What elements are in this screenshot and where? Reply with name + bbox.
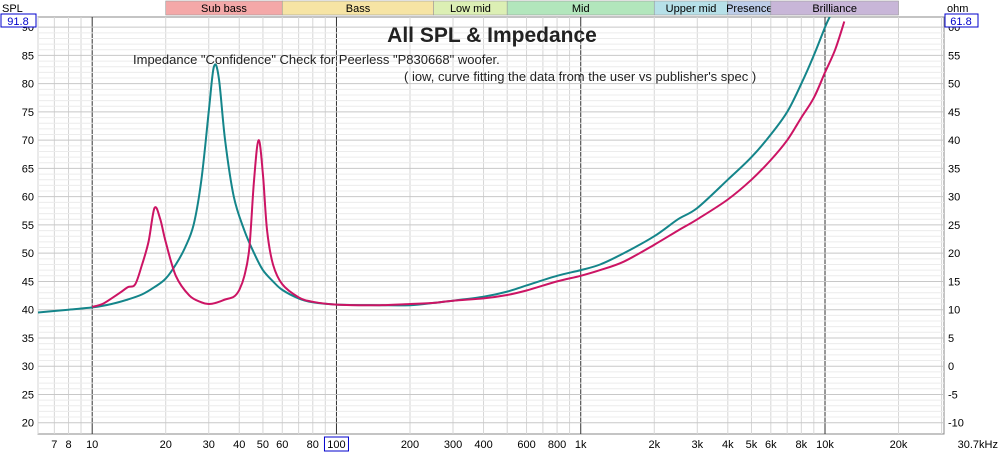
x-tick-label-5: 40 bbox=[233, 439, 245, 451]
data-series bbox=[38, 17, 846, 314]
right-tick-label-10: 10 bbox=[948, 305, 960, 317]
x-tick-label-9: 100 bbox=[327, 439, 345, 451]
left-tick-label-13: 25 bbox=[22, 389, 34, 401]
x-tick-label-17: 3k bbox=[691, 439, 703, 451]
plot-area bbox=[37, 16, 945, 435]
left-tick-label-10: 40 bbox=[22, 305, 34, 317]
x-tick-label-2: 10 bbox=[86, 439, 98, 451]
x-tick-label-7: 60 bbox=[276, 439, 288, 451]
right-axis-top-box bbox=[944, 13, 979, 28]
left-axis-top-box bbox=[0, 13, 37, 28]
right-tick-label-6: 30 bbox=[948, 192, 960, 204]
band-label-2: Low mid bbox=[450, 3, 491, 15]
x-tick-label-11: 300 bbox=[444, 439, 462, 451]
band-label-0: Sub bass bbox=[201, 3, 247, 15]
x-tick-label-8: 80 bbox=[307, 439, 319, 451]
right-tick-label-14: -10 bbox=[948, 418, 964, 430]
left-tick-label-3: 75 bbox=[22, 107, 34, 119]
right-tick-label-2: 50 bbox=[948, 79, 960, 91]
left-axis-unit: SPL bbox=[2, 3, 23, 15]
band-label-6: Brilliance bbox=[812, 3, 857, 15]
x-tick-label-20: 6k bbox=[765, 439, 777, 451]
band-label-5: Presence bbox=[726, 3, 772, 15]
band-label-4: Upper mid bbox=[666, 3, 717, 15]
right-tick-label-3: 45 bbox=[948, 107, 960, 119]
left-tick-label-12: 30 bbox=[22, 361, 34, 373]
band-6 bbox=[770, 0, 899, 16]
x-tick-label-4: 30 bbox=[203, 439, 215, 451]
right-tick-label-1: 55 bbox=[948, 50, 960, 62]
frequency-bands: Sub bass Bass Low mid Mid Upper mid Presence B… bbox=[165, 0, 899, 16]
x-tick-label-3: 20 bbox=[160, 439, 172, 451]
right-tick-label-0: 60 bbox=[948, 22, 960, 34]
right-tick-label-4: 40 bbox=[948, 135, 960, 147]
right-tick-label-9: 15 bbox=[948, 276, 960, 288]
chart-title: All SPL & Impedance bbox=[387, 24, 597, 47]
x-tick-label-13: 600 bbox=[517, 439, 535, 451]
x-tick-label-21: 8k bbox=[796, 439, 808, 451]
left-tick-label-0: 90 bbox=[22, 22, 34, 34]
band-label-1: Bass bbox=[346, 3, 371, 15]
left-tick-label-7: 55 bbox=[22, 220, 34, 232]
left-tick-label-4: 70 bbox=[22, 135, 34, 147]
grid bbox=[37, 17, 944, 434]
right-tick-label-13: -5 bbox=[948, 389, 958, 401]
band-label-3: Mid bbox=[572, 3, 590, 15]
x-tick-label-1: 8 bbox=[65, 439, 71, 451]
right-tick-label-11: 5 bbox=[948, 333, 954, 345]
series-line-1 bbox=[91, 21, 846, 308]
left-tick-label-5: 65 bbox=[22, 163, 34, 175]
left-tick-label-9: 45 bbox=[22, 276, 34, 288]
right-axis-unit: ohm bbox=[947, 3, 968, 15]
x-tick-label-12: 400 bbox=[474, 439, 492, 451]
x-tick-label-22: 10k bbox=[816, 439, 834, 451]
right-tick-label-12: 0 bbox=[948, 361, 954, 373]
left-tick-label-2: 80 bbox=[22, 79, 34, 91]
chart-subtitle-line1: Impedance "Confidence" Check for Peerles… bbox=[133, 52, 500, 67]
axis-ticks: 9085807570656055504540353025206055504540… bbox=[22, 22, 998, 452]
left-tick-label-8: 50 bbox=[22, 248, 34, 260]
left-tick-label-1: 85 bbox=[22, 50, 34, 62]
left-tick-label-14: 20 bbox=[22, 418, 34, 430]
x-tick-label-16: 2k bbox=[648, 439, 660, 451]
left-tick-label-11: 35 bbox=[22, 333, 34, 345]
x-tick-label-15: 1k bbox=[575, 439, 587, 451]
right-tick-label-8: 20 bbox=[948, 248, 960, 260]
right-axis-top-value: 61.8 bbox=[950, 16, 971, 28]
right-tick-label-5: 35 bbox=[948, 163, 960, 175]
left-axis-top-value: 91.8 bbox=[7, 16, 28, 28]
x-tick-label-23: 20k bbox=[890, 439, 908, 451]
left-tick-label-6: 60 bbox=[22, 192, 34, 204]
x-tick-label-18: 4k bbox=[722, 439, 734, 451]
x-tick-label-14: 800 bbox=[548, 439, 566, 451]
x-tick-label-6: 50 bbox=[257, 439, 269, 451]
x-tick-label-19: 5k bbox=[746, 439, 758, 451]
x-tick-label-10: 200 bbox=[401, 439, 419, 451]
right-tick-label-7: 25 bbox=[948, 220, 960, 232]
x-tick-label-0: 7 bbox=[51, 439, 57, 451]
x-tick-label-24: 30.7kHz bbox=[958, 439, 998, 451]
x-tick-100-box bbox=[323, 436, 349, 452]
chart-subtitle-line2: ( iow, curve fitting the data from the u… bbox=[404, 69, 756, 84]
